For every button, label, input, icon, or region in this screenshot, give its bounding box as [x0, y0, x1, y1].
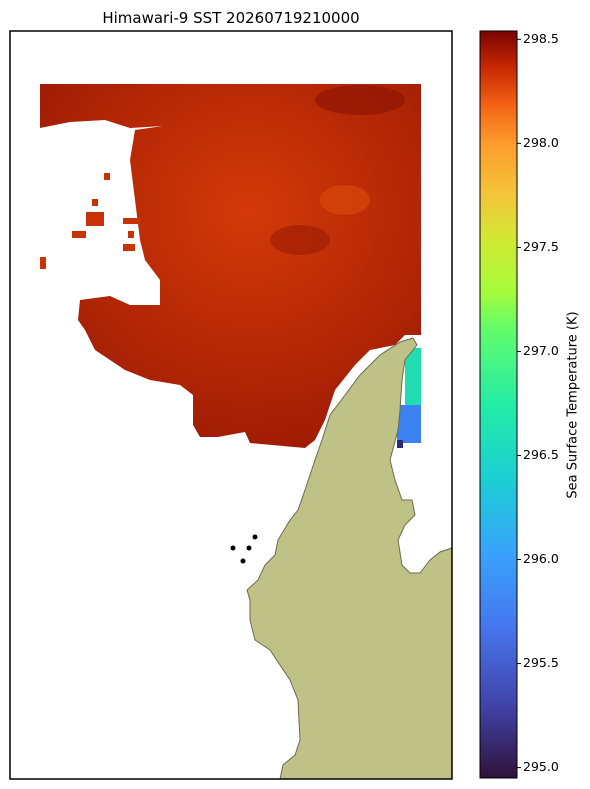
sst-cool-strip	[397, 440, 403, 448]
sst-cool-strip	[397, 405, 421, 443]
colorbar-tick-label: 297.0	[523, 343, 559, 358]
colorbar-tick-label: 298.0	[523, 135, 559, 150]
sst-patches	[40, 173, 141, 269]
colorbar-tick-label: 297.5	[523, 239, 559, 254]
colorbar-tick-label: 295.0	[523, 759, 559, 774]
map-area	[9, 30, 453, 780]
map-title: Himawari-9 SST 20260719210000	[102, 9, 359, 27]
sst-warm-patch	[270, 225, 330, 255]
colorbar	[479, 30, 518, 779]
colorbar-tick-label: 296.0	[523, 551, 559, 566]
land	[246, 337, 453, 780]
colorbar-tick-label: 298.5	[523, 31, 559, 46]
colorbar-ticks: 298.5 298.0 297.5 297.0 296.5 296.0 295.5 295.0	[517, 31, 559, 774]
map-frame	[9, 30, 453, 780]
colorbar-tick-label: 295.5	[523, 655, 559, 670]
station-points	[230, 534, 258, 564]
colorbar-label: Sea Surface Temperature (K)	[566, 311, 581, 498]
sst-warm-patch	[315, 85, 405, 115]
colorbar-tick-label: 296.5	[523, 447, 559, 462]
sst-cool-patch	[320, 185, 370, 215]
sst-field	[40, 84, 421, 448]
